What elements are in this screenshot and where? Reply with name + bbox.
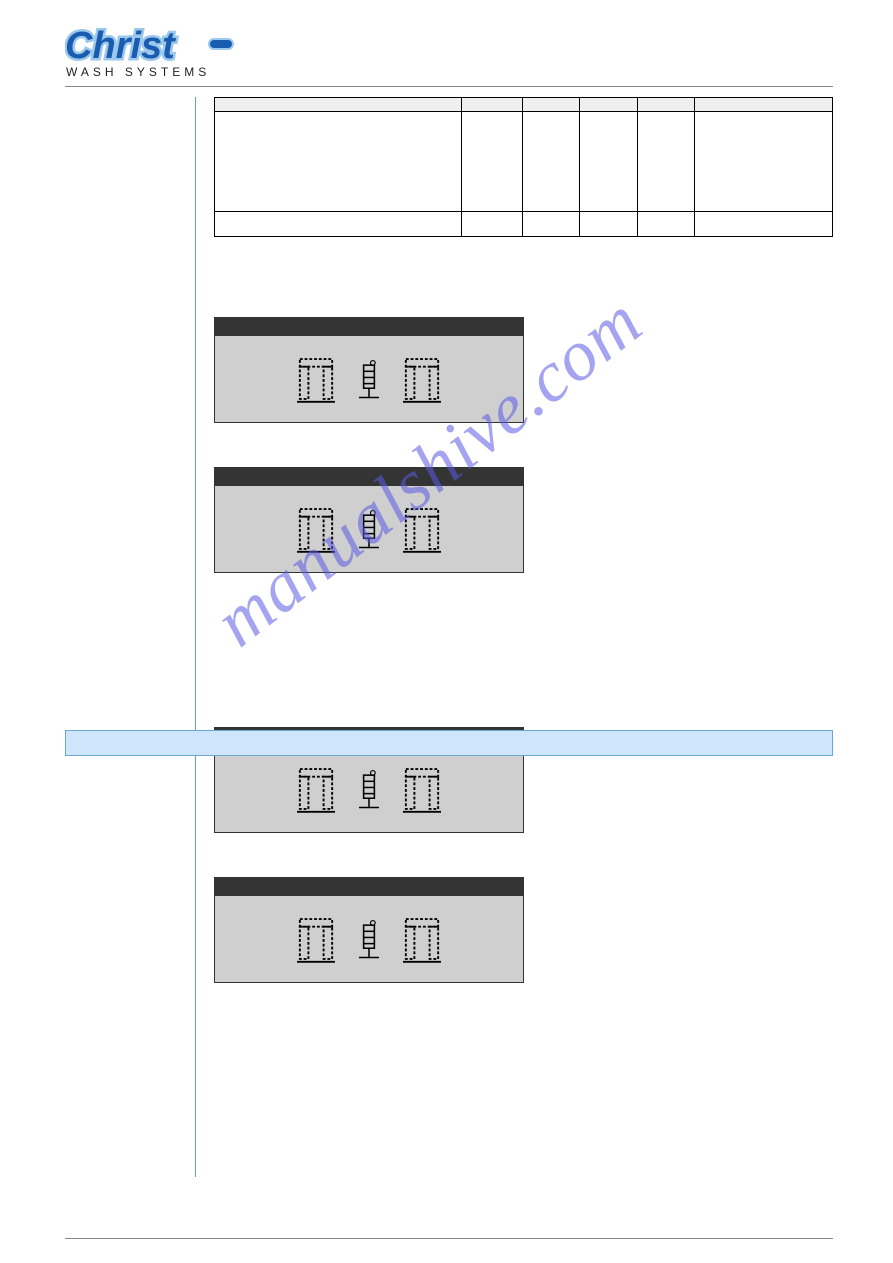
table-cell <box>522 212 579 237</box>
wash-portal-icon <box>297 353 335 405</box>
section-heading-band <box>65 730 833 756</box>
wash-portal-icon <box>297 503 335 555</box>
wash-portal-icon <box>403 763 441 815</box>
ladder-icon <box>359 353 379 405</box>
table-cell <box>215 112 462 212</box>
diagram-panel <box>214 317 524 423</box>
table-cell <box>694 212 832 237</box>
diagram-titlebar <box>215 318 523 336</box>
table-header <box>215 98 462 112</box>
wash-portal-icon <box>297 913 335 965</box>
brand-logo: Christ WASH SYSTEMS <box>65 20 833 80</box>
table-header-row <box>215 98 833 112</box>
table-header <box>637 98 694 112</box>
table-header <box>694 98 832 112</box>
table-cell <box>580 112 637 212</box>
table-cell <box>461 112 522 212</box>
page-footer <box>65 1238 833 1243</box>
diagram-titlebar <box>215 878 523 896</box>
parameter-table <box>214 97 833 237</box>
ladder-icon <box>359 913 379 965</box>
table-header <box>580 98 637 112</box>
ladder-icon <box>359 763 379 815</box>
wash-portal-icon <box>297 763 335 815</box>
diagram-body <box>215 336 523 422</box>
diagram-panel <box>214 877 524 983</box>
ladder-icon <box>359 503 379 555</box>
table-cell <box>637 212 694 237</box>
diagram-body <box>215 746 523 832</box>
wash-portal-icon <box>403 503 441 555</box>
table-cell <box>580 212 637 237</box>
wash-portal-icon <box>403 913 441 965</box>
table-cell <box>694 112 832 212</box>
table-cell <box>522 112 579 212</box>
table-cell <box>215 212 462 237</box>
header-rule <box>65 86 833 87</box>
logo-text-main: Christ <box>65 25 176 67</box>
table-header <box>522 98 579 112</box>
table-row <box>215 112 833 212</box>
diagram-body <box>215 486 523 572</box>
table-row <box>215 212 833 237</box>
table-cell <box>637 112 694 212</box>
table-cell <box>461 212 522 237</box>
logo-text-sub: WASH SYSTEMS <box>66 65 210 79</box>
diagram-body <box>215 896 523 982</box>
diagram-titlebar <box>215 468 523 486</box>
table-header <box>461 98 522 112</box>
main-content <box>195 97 833 1177</box>
wash-portal-icon <box>403 353 441 405</box>
diagram-panel <box>214 467 524 573</box>
